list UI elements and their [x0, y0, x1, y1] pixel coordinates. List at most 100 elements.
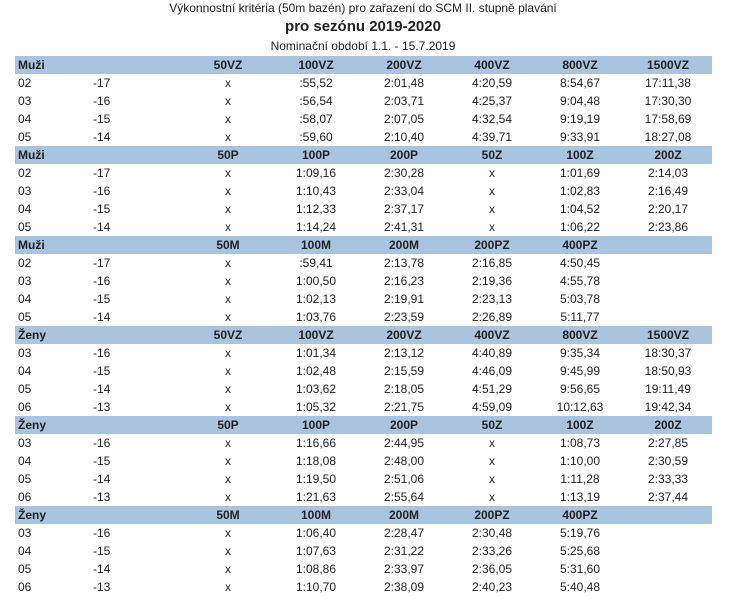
- time-cell: 2:33,97: [383, 562, 425, 576]
- time-cell: x: [489, 166, 495, 180]
- year-cell: 03: [18, 346, 32, 360]
- year-cell: 05: [18, 562, 32, 576]
- time-cell: 2:33,26: [471, 544, 513, 558]
- time-cell: 1:03,62: [295, 382, 337, 396]
- column-header: 100VZ: [298, 328, 334, 342]
- section-header: Ženy 50VZ 100VZ 200VZ 400VZ 800VZ 1500VZ: [15, 326, 712, 344]
- time-cell: 10:12,63: [556, 400, 604, 414]
- time-cell: 4:51,29: [471, 382, 513, 396]
- time-cell: 2:27,85: [647, 436, 689, 450]
- age-cell: -16: [93, 94, 111, 108]
- year-cell: 03: [18, 94, 32, 108]
- time-cell: x: [225, 382, 231, 396]
- time-cell: 4:40,89: [471, 346, 513, 360]
- time-cell: :59,41: [299, 256, 333, 270]
- age-cell: -16: [93, 274, 111, 288]
- time-cell: 18:50,93: [644, 364, 692, 378]
- time-cell: x: [489, 436, 495, 450]
- table-row: 03 -16 x 1:16,66 2:44,95 x 1:08,73 2:27,85: [15, 434, 712, 452]
- time-cell: 1:02,13: [295, 292, 337, 306]
- nomination-period: Nominační období 1.1. - 15.7.2019: [270, 39, 456, 53]
- time-cell: 4:25,37: [471, 94, 513, 108]
- time-cell: 18:30,37: [644, 346, 692, 360]
- group-label: Ženy: [18, 418, 47, 432]
- time-cell: 2:26,89: [471, 310, 513, 324]
- year-cell: 02: [18, 166, 32, 180]
- time-cell: 2:31,22: [383, 544, 425, 558]
- age-cell: -14: [93, 472, 111, 486]
- table-row: 02 -17 x:55,52 2:01,48 4:20,59 8:54,67 17:11,3…: [15, 74, 712, 92]
- age-cell: -15: [93, 454, 111, 468]
- column-header: [624, 506, 712, 524]
- time-cell: 2:48,00: [383, 454, 425, 468]
- year-cell: 02: [18, 256, 32, 270]
- time-cell: 2:37,17: [383, 202, 425, 216]
- time-cell: 2:51,06: [383, 472, 425, 486]
- time-cell: 2:41,31: [383, 220, 425, 234]
- year-cell: 04: [18, 454, 32, 468]
- time-cell: 1:04,52: [559, 202, 601, 216]
- spacer: [90, 506, 184, 524]
- time-cell: 17:30,30: [644, 94, 692, 108]
- time-cell: 2:19,36: [471, 274, 513, 288]
- time-cell: 19:42,34: [644, 400, 692, 414]
- time-cell: 9:56,65: [559, 382, 601, 396]
- spacer: [90, 416, 184, 434]
- time-cell: 2:16,49: [647, 184, 689, 198]
- group-label: Muži: [18, 238, 45, 252]
- time-cell: x: [225, 400, 231, 414]
- age-cell: -13: [93, 400, 111, 414]
- time-cell: x: [225, 112, 231, 126]
- age-cell: -14: [93, 310, 111, 324]
- column-header: 200P: [389, 148, 419, 162]
- criteria-table: Muži 50VZ 100VZ 200VZ 400VZ 800VZ 1500VZ 02 -17 x…: [15, 56, 712, 596]
- time-cell: :55,52: [299, 76, 333, 90]
- time-cell: 2:01,48: [383, 76, 425, 90]
- table-row: 04 -15 x:58,07 2:07,05 4:32,54 9:19,19 17:58,6…: [15, 110, 712, 128]
- column-header: 50M: [216, 238, 240, 252]
- time-cell: 1:01,69: [559, 166, 601, 180]
- time-cell: 2:13,12: [383, 346, 425, 360]
- column-header: 100P: [301, 148, 331, 162]
- column-header: 200P: [389, 418, 419, 432]
- time-cell: 2:14,03: [647, 166, 689, 180]
- time-cell: 2:15,59: [383, 364, 425, 378]
- age-cell: -16: [93, 346, 111, 360]
- time-cell: x: [225, 94, 231, 108]
- year-cell: 04: [18, 364, 32, 378]
- time-cell: 1:10,70: [295, 580, 337, 594]
- time-cell: 2:23,86: [647, 220, 689, 234]
- age-cell: -15: [93, 544, 111, 558]
- time-cell: [624, 524, 712, 542]
- table-row: 03 -16 x:56,54 2:03,71 4:25,37 9:04,48 17:30,3…: [15, 92, 712, 110]
- time-cell: 1:09,16: [295, 166, 337, 180]
- year-cell: 05: [18, 472, 32, 486]
- column-header: 1500VZ: [646, 328, 690, 342]
- time-cell: 17:58,69: [644, 112, 692, 126]
- section-header: Ženy 50P 100P 200P 50Z 100Z 200Z: [15, 416, 712, 434]
- time-cell: 5:31,60: [559, 562, 601, 576]
- table-row: 03 -16 x 1:10,43 2:33,04 x 1:02,83 2:16,49: [15, 182, 712, 200]
- table-row: 03 -16 x 1:06,40 2:28,47 2:30,48 5:19,76: [15, 524, 712, 542]
- age-cell: -17: [93, 256, 111, 270]
- time-cell: 2:07,05: [383, 112, 425, 126]
- time-cell: x: [225, 310, 231, 324]
- time-cell: x: [225, 274, 231, 288]
- column-header: 50P: [217, 418, 239, 432]
- age-cell: -13: [93, 490, 111, 504]
- time-cell: 5:11,77: [560, 310, 600, 324]
- time-cell: x: [225, 76, 231, 90]
- time-cell: 2:30,28: [383, 166, 425, 180]
- time-cell: x: [225, 526, 231, 540]
- year-cell: 05: [18, 220, 32, 234]
- time-cell: 2:30,48: [471, 526, 513, 540]
- column-header: 800VZ: [562, 58, 598, 72]
- section-header: Muži 50VZ 100VZ 200VZ 400VZ 800VZ 1500VZ: [15, 56, 712, 74]
- time-cell: 1:11,28: [560, 472, 600, 486]
- time-cell: 2:33,33: [647, 472, 689, 486]
- time-cell: 2:13,78: [383, 256, 425, 270]
- time-cell: [624, 560, 712, 578]
- column-header: 50Z: [481, 418, 503, 432]
- year-cell: 04: [18, 202, 32, 216]
- column-header: 200Z: [654, 148, 682, 162]
